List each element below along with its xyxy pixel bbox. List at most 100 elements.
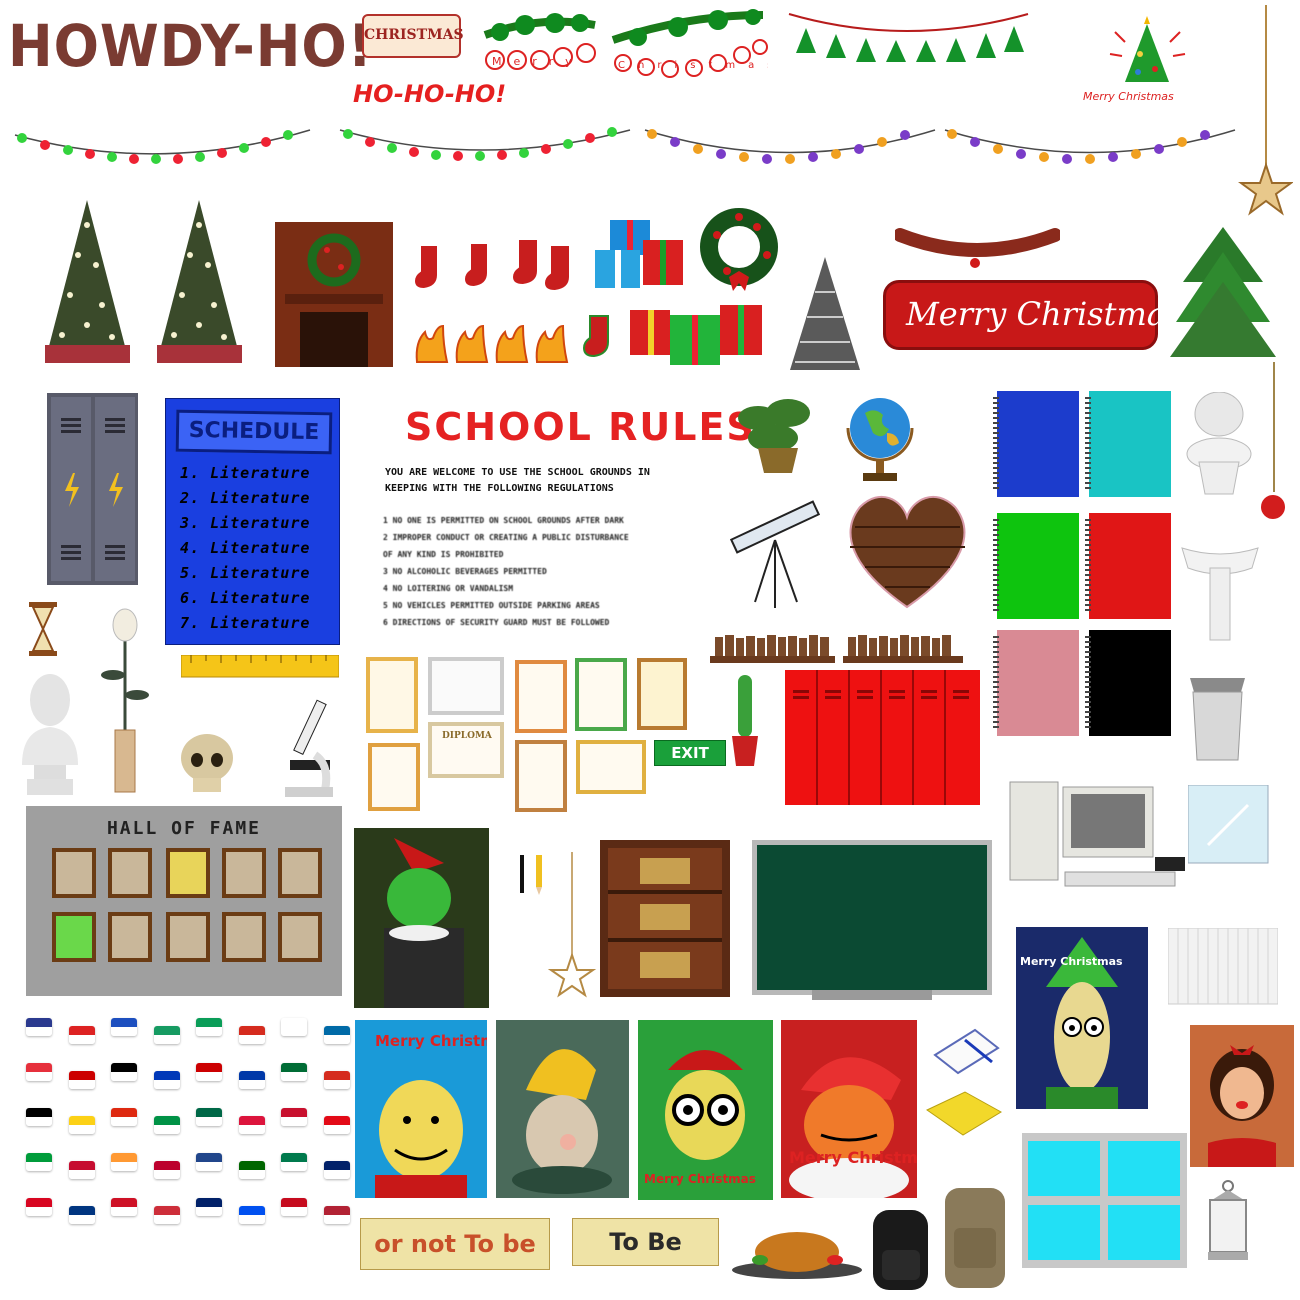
flag-icon: [281, 1063, 307, 1081]
book-tree-icon: [790, 257, 860, 370]
christmas-poster-3: Merry Christmas: [638, 1020, 773, 1200]
rule-item: 4 NO LOITERING OR VANDALISM: [383, 584, 514, 593]
microscope-icon: [285, 699, 333, 797]
flag-icon: [26, 1018, 52, 1036]
computer-icon: [1009, 781, 1185, 887]
garland-merry-text: Merry: [492, 55, 584, 68]
flag-icon: [26, 1063, 52, 1081]
globe-icon: [846, 398, 914, 481]
girl-figure: [1208, 1045, 1276, 1167]
rule-item: 1 NO ONE IS PERMITTED ON SCHOOL GROUNDS …: [383, 516, 624, 525]
portrait: [222, 912, 266, 962]
rose-icon: [101, 608, 149, 793]
portrait: [166, 848, 210, 898]
schedule-item: 6. Literature: [180, 589, 311, 607]
christmas-tree-icon: [157, 200, 242, 363]
pencil-icon: [520, 855, 542, 895]
flag-icon: [238, 1206, 265, 1224]
skull-icon: [181, 734, 233, 792]
certificate: [515, 740, 567, 812]
flag-icon: [153, 1071, 180, 1089]
schedule-list: 1. Literature 2. Literature 3. Literatur…: [180, 461, 310, 636]
portrait: [278, 848, 322, 898]
portrait: [52, 912, 96, 962]
stocking-icon: [582, 315, 609, 358]
red-lockers: [785, 670, 980, 805]
flag-icon: [111, 1153, 137, 1171]
rule-item: 2 IMPROPER CONDUCT OR CREATING A PUBLIC …: [383, 533, 629, 542]
certificate: [366, 657, 418, 733]
flag-icon: [281, 1018, 307, 1036]
trash-can-icon: [1190, 678, 1245, 761]
flag-icon: [281, 1153, 307, 1171]
rule-item: OF ANY KIND IS PROHIBITED: [383, 550, 504, 559]
flag-icon: [323, 1026, 350, 1044]
fire-icon: [415, 324, 569, 363]
light-string-1: [14, 127, 1236, 164]
portrait: [278, 912, 322, 962]
plant-icon: [738, 399, 810, 473]
portrait: [108, 848, 152, 898]
schedule-title: SCHEDULE: [175, 409, 333, 455]
christmas-sign-text: CHRISTMAS: [364, 27, 464, 43]
flag-icon: [196, 1063, 222, 1081]
schedule-item: 3. Literature: [180, 514, 311, 532]
flag-icon: [153, 1161, 180, 1179]
flag-icon: [153, 1026, 180, 1044]
poster-3-caption: Merry Christmas: [644, 1172, 756, 1186]
flag-icon: [111, 1108, 137, 1126]
garland-icon: [895, 228, 1060, 268]
bookshelf-icon: [843, 635, 963, 663]
note-to-be: To Be: [572, 1218, 719, 1266]
fireplace-icon: [275, 222, 393, 367]
flag-icon: [281, 1198, 307, 1216]
portrait: [52, 848, 96, 898]
flag-icon: [238, 1116, 265, 1134]
gift-icon: [630, 305, 762, 365]
exit-sign-icon: EXIT: [654, 740, 726, 766]
garland-christmas-text: Christmas!: [618, 60, 768, 71]
red-bauble-icon: [1261, 362, 1285, 519]
trophy-cabinet-icon: [600, 840, 730, 997]
flag-icon: [196, 1153, 222, 1171]
banner-text: Merry Christmas: [906, 295, 1183, 333]
note-1-text: or not To be: [374, 1230, 536, 1258]
plant-character: [1046, 937, 1118, 1109]
christmas-poster-1: Merry Christmas: [355, 1020, 487, 1198]
christmas-sign: CHRISTMAS: [362, 14, 464, 58]
diploma-text: DIPLOMA: [442, 731, 492, 741]
school-rules-title: SCHOOL RULES: [405, 405, 756, 449]
school-rules-list: 1 NO ONE IS PERMITTED ON SCHOOL GROUNDS …: [383, 512, 693, 631]
flag-icon: [111, 1063, 137, 1081]
notepad-icon: [933, 1028, 1000, 1075]
flag-icon: [323, 1116, 350, 1134]
flag-icon: [26, 1153, 52, 1171]
schedule-item: 1. Literature: [180, 464, 311, 482]
tree-drawing: Merry Christmas: [1083, 16, 1186, 103]
flag-icon: [238, 1161, 265, 1179]
plant-poster-caption: Merry Christmas: [1020, 955, 1123, 968]
cactus-icon: [732, 675, 758, 766]
chalkboard: [752, 840, 992, 1000]
notebook-green: [993, 513, 1079, 619]
poster-4-caption: Merry Christmas: [789, 1148, 917, 1167]
rule-item: 3 NO ALCOHOLIC BEVERAGES PERMITTED: [383, 567, 547, 576]
flag-icon: [26, 1198, 52, 1216]
note-2-text: To Be: [609, 1228, 682, 1256]
poster-1-caption: Merry Christmas: [375, 1032, 487, 1050]
flag-icon: [68, 1071, 95, 1089]
certificate: [428, 657, 504, 715]
howdy-ho-lettering: HOWDY-HO!: [8, 12, 373, 80]
mirror-icon: [1188, 785, 1269, 864]
notebook-blue: [993, 391, 1079, 497]
flag-icon: [68, 1116, 95, 1134]
smiling-character: [375, 1080, 467, 1198]
certificate: [515, 660, 567, 733]
flag-icon: [238, 1071, 265, 1089]
bookshelf-icon: [710, 635, 835, 663]
ho-ho-ho-lettering: HO-HO-HO!: [353, 80, 507, 108]
schedule-item: 2. Literature: [180, 489, 311, 507]
hall-of-fame-board: HALL OF FAME: [26, 806, 342, 996]
rule-item: 5 NO VEHICLES PERMITTED OUTSIDE PARKING …: [383, 601, 600, 610]
portrait: [108, 912, 152, 962]
